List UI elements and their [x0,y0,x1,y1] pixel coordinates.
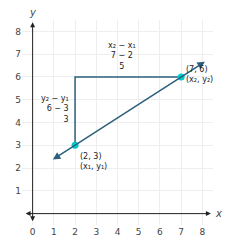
svg-text:1: 1 [51,227,57,237]
svg-text:6: 6 [157,227,163,237]
svg-text:6: 6 [15,72,21,82]
svg-text:7: 7 [15,49,21,59]
svg-text:y: y [29,7,37,18]
svg-text:3: 3 [93,227,99,237]
svg-text:2: 2 [15,163,21,173]
svg-text:4: 4 [15,118,21,128]
svg-text:(7, 6)(x₂, y₂): (7, 6)(x₂, y₂) [186,65,213,84]
svg-text:(2, 3)(x₁, y₁): (2, 3)(x₁, y₁) [80,152,107,171]
svg-text:5: 5 [15,95,21,105]
svg-text:4: 4 [115,227,121,237]
svg-text:1: 1 [15,186,21,196]
svg-text:0: 0 [30,227,36,237]
svg-text:3: 3 [15,140,21,150]
svg-text:5: 5 [136,227,142,237]
svg-text:8: 8 [15,27,21,37]
svg-text:y₂ − y₁6 − 33: y₂ − y₁6 − 33 [41,94,69,124]
svg-text:x₂ − x₁7 − 25: x₂ − x₁7 − 25 [108,41,136,71]
svg-text:7: 7 [178,227,184,237]
svg-text:8: 8 [200,227,206,237]
svg-text:2: 2 [72,227,78,237]
svg-text:x: x [215,208,222,219]
